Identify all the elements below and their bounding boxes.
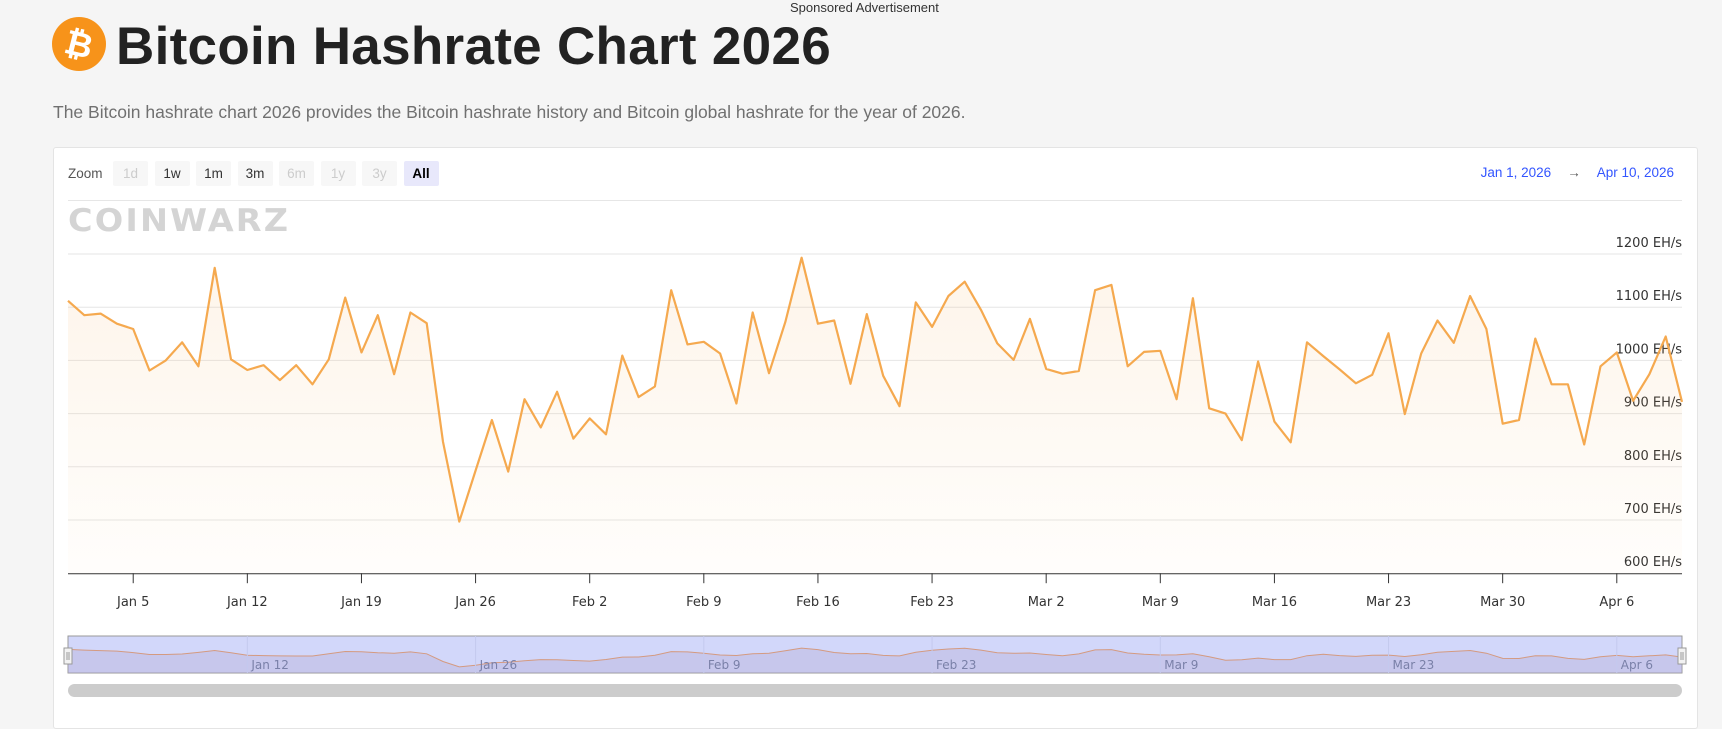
navigator-tick-label: Jan 12	[250, 658, 289, 672]
x-tick-label: Feb 16	[796, 595, 840, 610]
x-tick-label: Jan 12	[226, 595, 268, 610]
x-tick-label: Feb 9	[686, 595, 721, 610]
x-tick-label: Mar 30	[1480, 595, 1525, 610]
x-tick-label: Mar 23	[1366, 595, 1411, 610]
x-tick-label: Jan 5	[116, 595, 149, 610]
y-tick-label: 1100 EH/s	[1616, 289, 1683, 304]
navigator-tick-label: Feb 23	[936, 658, 976, 672]
navigator[interactable]: Jan 12 Jan 26 Feb 9 Feb 23 Mar 9 Mar 23 Apr 6	[64, 636, 1686, 673]
navigator-handle-left[interactable]	[64, 648, 72, 664]
x-tick-label: Mar 9	[1142, 595, 1179, 610]
navigator-tick-label: Jan 26	[479, 658, 518, 672]
navigator-tick-label: Feb 9	[708, 658, 741, 672]
navigator-scrollbar[interactable]	[68, 684, 1682, 697]
x-tick-label: Feb 2	[572, 595, 607, 610]
navigator-tick-label: Mar 23	[1393, 658, 1435, 672]
x-tick-label: Jan 19	[340, 595, 382, 610]
x-tick-label: Jan 26	[454, 595, 496, 610]
y-tick-label: 1000 EH/s	[1616, 342, 1683, 357]
x-tick-label: Apr 6	[1599, 595, 1634, 610]
series-area	[68, 258, 1682, 574]
y-tick-label: 1200 EH/s	[1616, 236, 1683, 251]
x-tick-label: Feb 23	[910, 595, 954, 610]
navigator-tick-label: Mar 9	[1164, 658, 1198, 672]
x-tick-label: Mar 2	[1028, 595, 1065, 610]
navigator-handle-right[interactable]	[1678, 648, 1686, 664]
navigator-tick-label: Apr 6	[1621, 658, 1653, 672]
hashrate-chart: 600 EH/s700 EH/s800 EH/s900 EH/s1000 EH/…	[0, 0, 1722, 701]
x-tick-label: Mar 16	[1252, 595, 1297, 610]
